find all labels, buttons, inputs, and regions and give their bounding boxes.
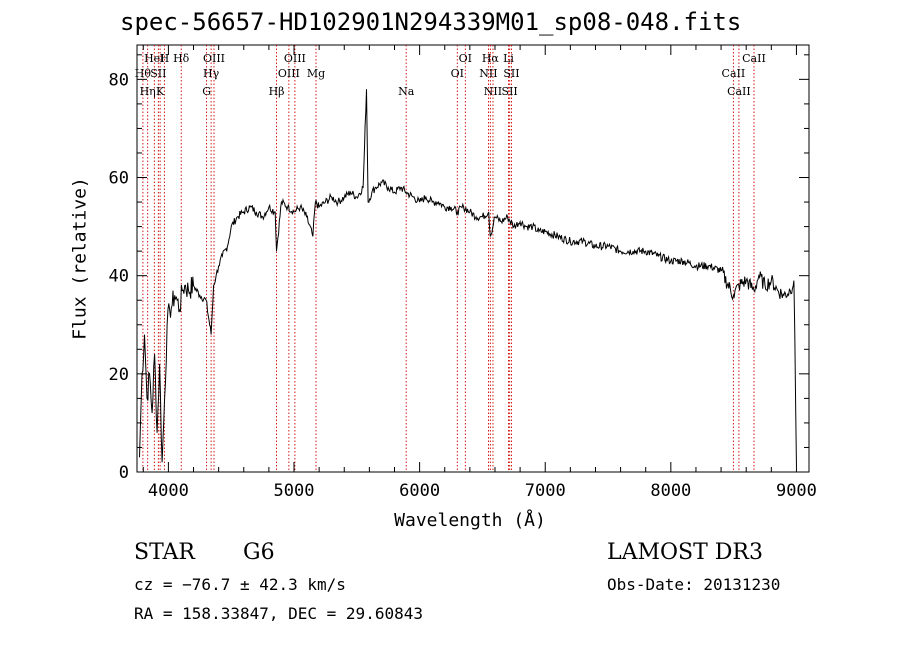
line-label: Hγ	[203, 67, 220, 80]
line-label: NII	[479, 67, 497, 80]
line-label: SII	[150, 67, 166, 80]
line-label: OI	[459, 52, 472, 65]
y-tick-label: 60	[109, 169, 129, 189]
line-label: CaII	[742, 52, 766, 65]
x-tick-label: 9000	[776, 481, 817, 501]
spectral-line-labels: HeISIIHηHHθKHδHγGOIIIOIIIHβOIIIMgNaOIOIN…	[135, 52, 766, 98]
line-label: CaII	[727, 85, 751, 98]
line-label: Li	[503, 52, 514, 65]
line-label: SII	[503, 67, 519, 80]
line-label: Mg	[307, 67, 325, 80]
line-label: OIII	[284, 52, 306, 65]
spectral-line-markers	[142, 45, 755, 472]
plot-frame	[136, 44, 810, 473]
x-tick-label: 6000	[399, 481, 440, 501]
x-tick-label: 5000	[274, 481, 315, 501]
coordinates: RA = 158.33847, DEC = 29.60843	[134, 604, 423, 623]
line-label: Hβ	[269, 85, 285, 98]
y-axis-label: Flux (relative)	[69, 177, 91, 340]
object-subclass: G6	[243, 540, 275, 565]
spectrum-line	[139, 89, 797, 463]
x-tick-label: 4000	[148, 481, 189, 501]
spectrum-series	[139, 89, 797, 463]
survey-name: LAMOST DR3	[607, 540, 763, 565]
redshift-info: cz = −76.7 ± 42.3 km/s	[134, 575, 346, 594]
line-label: OIII	[278, 67, 300, 80]
x-tick-label: 8000	[650, 481, 691, 501]
y-tick-label: 20	[109, 365, 129, 385]
line-label: HeI	[144, 52, 164, 65]
line-label: Hη	[140, 85, 156, 98]
line-label: H	[160, 52, 170, 65]
line-label: G	[202, 85, 211, 98]
line-label: Hδ	[173, 52, 190, 65]
line-label: CaII	[722, 67, 746, 80]
line-label: OI	[451, 67, 464, 80]
y-tick-label: 40	[109, 267, 129, 287]
object-class: STAR	[134, 540, 195, 565]
line-label: Hθ	[135, 67, 152, 80]
line-label: Hα	[482, 52, 500, 65]
observation-date: Obs-Date: 20131230	[607, 575, 781, 594]
line-label: SII	[502, 85, 518, 98]
axis-ticks: 4000 5000 6000 7000 8000 9000 0 20 40 60 80	[109, 45, 817, 501]
line-label: NII	[484, 85, 502, 98]
line-label: OIII	[203, 52, 225, 65]
line-label: K	[156, 85, 165, 98]
line-label: Na	[398, 85, 415, 98]
x-axis-label: Wavelength (Å)	[394, 510, 546, 531]
y-tick-label: 0	[119, 463, 129, 483]
chart-title: spec-56657-HD102901N294339M01_sp08-048.f…	[120, 8, 742, 36]
y-tick-label: 80	[109, 70, 129, 90]
plot-border	[136, 44, 810, 473]
x-tick-label: 7000	[525, 481, 566, 501]
